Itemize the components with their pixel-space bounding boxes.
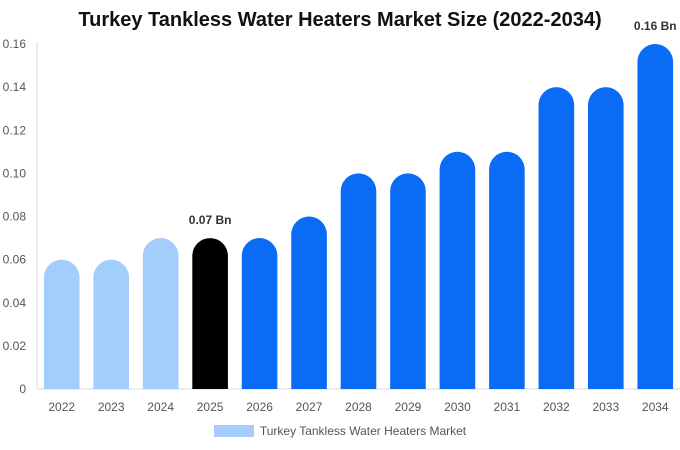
data-label-2034: 0.16 Bn (634, 19, 677, 33)
x-tick-label: 2030 (444, 400, 471, 414)
y-tick-label: 0.08 (3, 210, 27, 224)
y-tick-label: 0.06 (3, 253, 27, 267)
x-tick-label: 2031 (494, 400, 521, 414)
y-tick-label: 0.12 (3, 123, 27, 137)
bar-2028 (340, 173, 377, 389)
bar-2022 (43, 259, 80, 389)
legend-label: Turkey Tankless Water Heaters Market (259, 424, 467, 438)
y-tick-label: 0.04 (3, 296, 27, 310)
bar-2030 (439, 151, 476, 389)
data-labels: 0.07 Bn 0.16 Bn (189, 19, 677, 227)
bar-2033 (588, 87, 624, 389)
x-tick-label: 2029 (395, 400, 422, 414)
bar-2023 (93, 259, 129, 389)
bar-2034 (637, 43, 674, 389)
bar-2024 (142, 238, 179, 389)
y-tick-label: 0.10 (3, 166, 27, 180)
x-tick-label: 2034 (642, 400, 669, 414)
x-tick-label: 2027 (296, 400, 323, 414)
bar-2031 (489, 151, 525, 389)
x-tick-label: 2023 (98, 400, 125, 414)
bar-2029 (390, 173, 426, 389)
chart-title: Turkey Tankless Water Heaters Market Siz… (78, 9, 602, 31)
x-tick-label: 2022 (48, 400, 75, 414)
x-axis: 2022 2023 2024 2025 2026 2027 2028 2029 2030 2031… (37, 388, 680, 414)
bars (43, 43, 674, 389)
y-tick-label: 0.02 (3, 339, 27, 353)
y-tick-label: 0.14 (3, 80, 27, 94)
bar-2032 (538, 87, 575, 389)
y-tick-label: 0.16 (3, 37, 27, 51)
bar-2027 (291, 216, 327, 389)
x-tick-label: 2024 (147, 400, 174, 414)
bar-2025 (192, 238, 228, 389)
x-tick-label: 2028 (345, 400, 372, 414)
y-tick-label: 0 (19, 382, 26, 396)
y-axis: 0 0.02 0.04 0.06 0.08 0.10 0.12 0.14 0.16 (3, 37, 38, 396)
x-tick-label: 2033 (592, 400, 619, 414)
legend-swatch (213, 425, 254, 437)
data-label-2025: 0.07 Bn (189, 213, 232, 227)
x-tick-label: 2025 (197, 400, 224, 414)
legend: Turkey Tankless Water Heaters Market (0, 424, 680, 438)
bar-2026 (241, 238, 278, 389)
x-tick-label: 2032 (543, 400, 570, 414)
x-tick-label: 2026 (246, 400, 273, 414)
